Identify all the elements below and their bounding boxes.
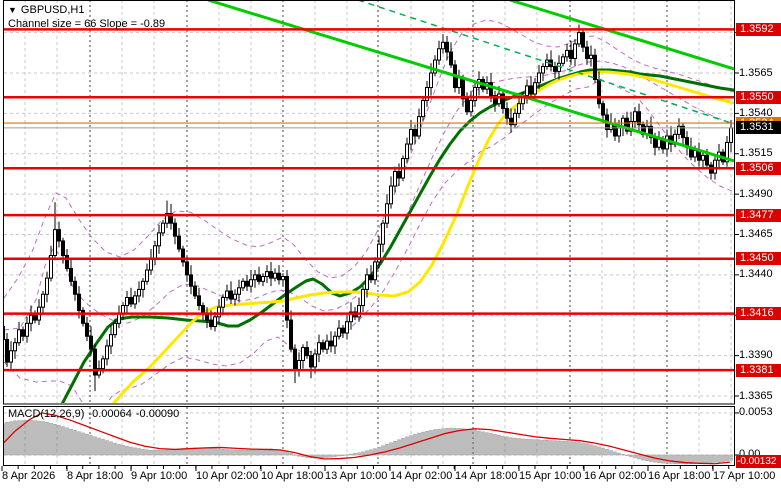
- time-axis-label[interactable]: 13 Apr 10:00: [325, 470, 388, 482]
- macd-signal-value: -0.00090: [135, 408, 180, 420]
- price-tick-label: 1.3515: [739, 147, 773, 160]
- price-level-badge: 1.3450: [736, 252, 781, 266]
- price-level-badge: 1.3477: [736, 208, 781, 222]
- price-level-badge: 1.3416: [736, 307, 781, 321]
- time-axis-label[interactable]: 17 Apr 10:00: [713, 470, 776, 482]
- macd-label-row: MACD(12,26,9) -0.00064 -0.00090: [8, 408, 179, 421]
- time-axis-label[interactable]: 15 Apr 10:00: [519, 470, 582, 482]
- channel-info-label: Channel size = 66 Slope = -0.89: [8, 18, 166, 30]
- time-axis-label[interactable]: 14 Apr 02:00: [390, 470, 453, 482]
- symbol-row: ▼ GBPUSD,H1: [8, 4, 85, 17]
- price-tick-label: 1.3565: [739, 66, 773, 79]
- macd-current-badge: -0.00132: [736, 455, 781, 468]
- price-level-badge: 1.3550: [736, 90, 781, 104]
- price-level-badge: 1.3506: [736, 161, 781, 175]
- time-axis-label[interactable]: 8 Apr 18:00: [67, 470, 124, 482]
- time-axis-label[interactable]: 10 Apr 02:00: [196, 470, 259, 482]
- price-tick-label: 1.3440: [739, 268, 773, 281]
- time-axis-label[interactable]: 16 Apr 18:00: [648, 470, 711, 482]
- current-price-badge: 1.3531: [736, 121, 781, 135]
- time-axis-label[interactable]: 9 Apr 10:00: [131, 470, 188, 482]
- symbol-dropdown-icon[interactable]: ▼: [8, 5, 17, 15]
- macd-indicator-label: MACD(12,26,9): [8, 408, 85, 420]
- symbol-label: GBPUSD,H1: [20, 4, 85, 16]
- price-tick-label: 1.3390: [739, 349, 773, 362]
- price-tick-label: 1.3465: [739, 228, 773, 240]
- price-tick-label: 1.3490: [739, 187, 773, 200]
- time-axis-label[interactable]: 10 Apr 18:00: [261, 470, 324, 482]
- macd-main-value: -0.00064: [88, 408, 132, 420]
- price-level-badge: 1.3381: [736, 363, 781, 377]
- time-axis-label[interactable]: 8 Apr 2026: [2, 470, 56, 482]
- price-tick-label: 1.3365: [739, 389, 773, 402]
- macd-axis-top-label: 0.0053: [739, 406, 773, 418]
- price-tick-label: 1.3540: [739, 106, 773, 119]
- price-level-badge: 1.3592: [736, 22, 781, 36]
- time-axis-label[interactable]: 16 Apr 02:00: [584, 470, 647, 482]
- time-axis-label[interactable]: 14 Apr 18:00: [455, 470, 518, 482]
